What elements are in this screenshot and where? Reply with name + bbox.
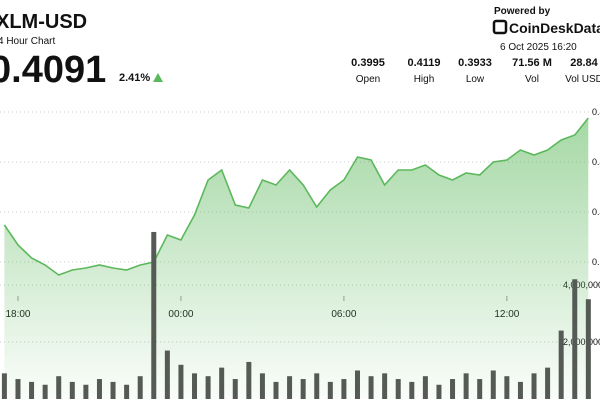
volume-bar [504,376,510,399]
volume-bar [56,376,62,399]
stat-value: 0.3995 [351,57,385,69]
price-line [3,117,589,276]
volume-bar [110,381,116,399]
volume-bar [477,379,483,399]
volume-bar [368,376,374,399]
y-tick-label: 0.41 [592,107,600,117]
volume-bar [409,381,415,399]
volume-bar [246,361,252,399]
stat-label: Vol USD [565,74,600,85]
volume-bar [531,373,537,399]
date: 6 Oct 2025 16:20 [500,42,577,53]
stat-label: High [414,74,435,85]
volume-bar [490,370,496,399]
stat-value: 0.4119 [407,57,440,69]
volume-bar [29,381,35,399]
volume-bar [422,376,428,399]
price-area [4,118,589,399]
volume-bar [137,376,143,399]
stat-label: Vol [525,74,539,85]
volume-bar [219,367,225,399]
volume-bar [273,381,279,399]
volume-bar [314,373,320,399]
volume-bar [15,379,21,399]
volume-bar [178,364,184,399]
volume-bar [259,373,265,399]
volume-bar [327,381,333,399]
volume-bar [205,376,211,399]
y-tick-label: 0.405 [592,157,600,167]
up-arrow [153,73,163,82]
volume-bar [164,350,170,399]
volume-bar [69,381,75,399]
volume-bar [1,373,7,399]
chart-subtitle: 4 Hour Chart [0,36,55,47]
volume-bar [382,373,388,399]
volume-bar [96,379,102,399]
volume-bar [287,376,293,399]
stat-label: Low [466,74,485,85]
volume-bar [232,379,238,399]
volume-bar [395,379,401,399]
chart-title: XLM-USD [0,11,87,33]
stat-value: 28.84 [570,57,598,69]
volume-bar [192,373,198,399]
price: 0.4091 [0,49,106,91]
volume-bar [517,381,523,399]
volume-bar [300,379,306,399]
stat-label: Open [356,74,380,85]
volume-bar [585,299,591,399]
volume-bar [450,379,456,399]
volume-bar [545,367,551,399]
y-tick-label: 0.395 [592,257,600,267]
volume-bar [354,370,360,399]
stat-value: 0.3933 [458,57,492,69]
change: 2.41% [119,72,150,84]
volume-bar [151,231,157,399]
volume-bar [83,384,89,399]
volume-bar [463,373,469,399]
volume-bar [572,279,578,399]
logo-icon [492,19,508,35]
brand: CoinDeskData [509,20,600,36]
volume-bar [341,379,347,399]
y-tick-label: 0.4 [592,207,600,217]
volume-bar [558,330,564,399]
stat-value: 71.56 M [512,57,552,69]
volume-bar [436,384,442,399]
volume-bar [124,384,130,399]
powered-by: Powered by [494,6,551,17]
volume-bar [42,384,48,399]
